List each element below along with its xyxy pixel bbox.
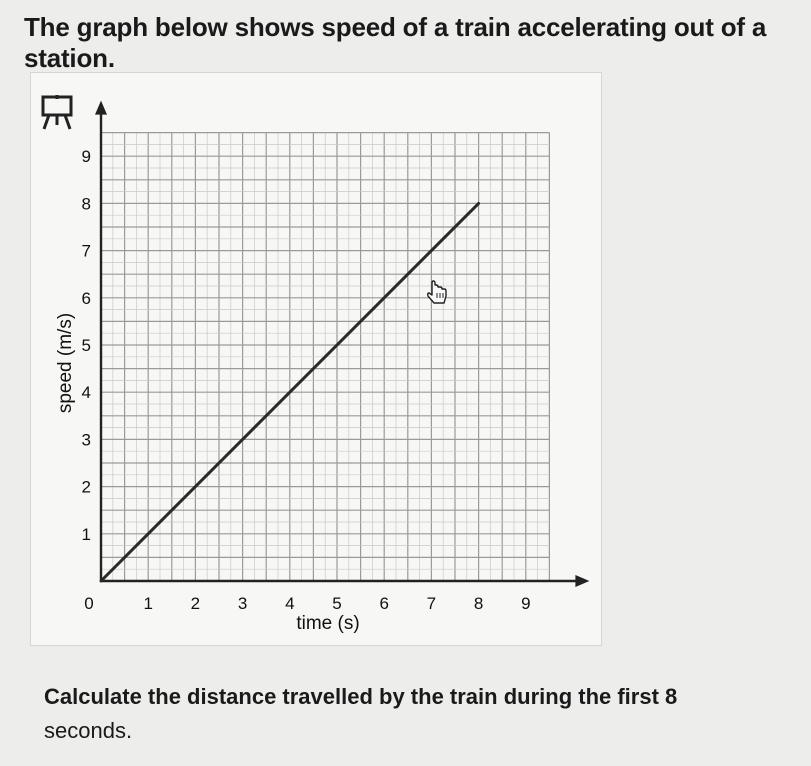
- x-axis-label: time (s): [296, 613, 359, 634]
- figure-panel: 0 1 2 3 4 5 6 7 8 9 1 2 3 4 5 6 7 8 9 time (s) speed (m/s): [30, 72, 602, 646]
- y-tick-label: 7: [82, 242, 91, 261]
- x-axis-arrowhead: [575, 575, 590, 587]
- y-tick-label: 3: [82, 430, 91, 449]
- y-tick-label: 1: [82, 525, 91, 544]
- series-line: [99, 201, 481, 583]
- x-tick-label: 1: [143, 594, 152, 613]
- axes: [95, 100, 590, 587]
- y-tick-label: 9: [82, 147, 91, 166]
- y-axis-label: speed (m/s): [55, 313, 76, 413]
- y-tick-label: 6: [82, 289, 91, 308]
- hand-pointer-icon: [426, 280, 447, 304]
- y-tick-label: 5: [82, 336, 91, 355]
- y-axis-arrowhead: [95, 100, 107, 115]
- grid: [100, 131, 551, 582]
- y-tick-label: 8: [82, 194, 91, 213]
- x-tick-label: 7: [427, 594, 436, 613]
- series: [99, 201, 481, 583]
- x-tick-label: 8: [474, 594, 483, 613]
- question-prompt: Calculate the distance travelled by the …: [44, 680, 784, 748]
- x-tick-label: 3: [238, 594, 247, 613]
- tick-labels: 0 1 2 3 4 5 6 7 8 9 1 2 3 4 5 6 7 8 9: [82, 147, 531, 613]
- x-tick-label: 6: [379, 594, 388, 613]
- question-prompt-line1: Calculate the distance travelled by the …: [44, 684, 678, 709]
- y-tick-label: 2: [82, 478, 91, 497]
- question-title: The graph below shows speed of a train a…: [24, 12, 767, 73]
- y-tick-label: 4: [82, 383, 91, 402]
- x-tick-label: 9: [521, 594, 530, 613]
- x-tick-label: 2: [191, 594, 200, 613]
- x-tick-label: 4: [285, 594, 294, 613]
- x-tick-label: 5: [332, 594, 341, 613]
- axis-labels: time (s) speed (m/s): [55, 313, 360, 634]
- easel-icon: [41, 95, 73, 130]
- speed-time-chart: 0 1 2 3 4 5 6 7 8 9 1 2 3 4 5 6 7 8 9 time (s) speed (m/s): [41, 95, 590, 634]
- question-prompt-line2: seconds.: [44, 718, 133, 743]
- x-tick-label: 0: [84, 594, 93, 613]
